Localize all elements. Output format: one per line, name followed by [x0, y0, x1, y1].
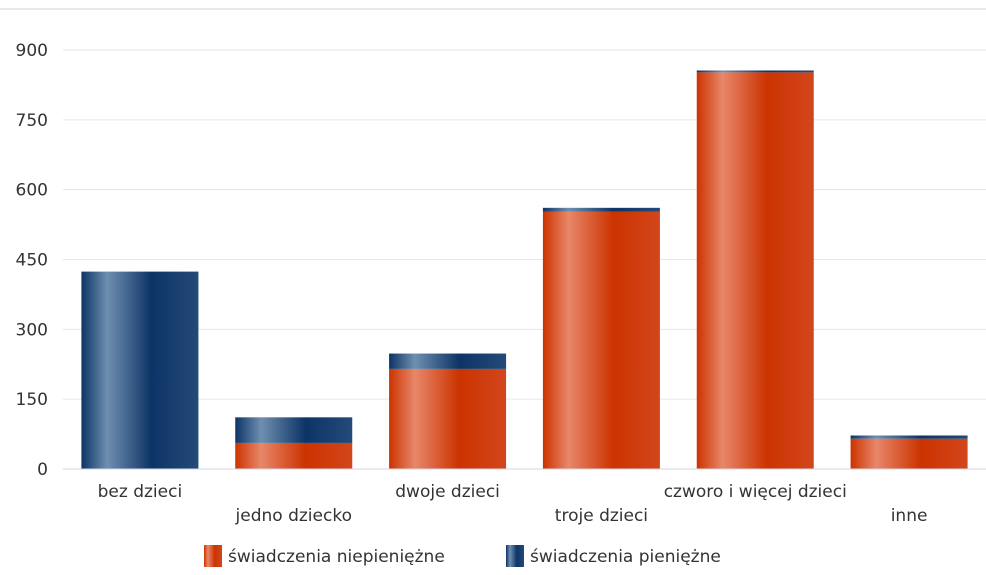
legend-label: świadczenia pieniężne: [530, 547, 721, 567]
bars: [81, 70, 968, 469]
y-tick-label: 150: [16, 390, 48, 410]
x-category-label: dwoje dzieci: [395, 482, 500, 502]
legend[interactable]: świadczenia niepieniężne świadczenia pien…: [204, 545, 721, 567]
x-category-label: czworo i więcej dzieci: [664, 482, 847, 502]
x-category-label: bez dzieci: [98, 482, 183, 502]
y-tick-label: 450: [16, 251, 48, 271]
bar-segment-niepieniezne[interactable]: [235, 442, 353, 469]
legend-item[interactable]: świadczenia niepieniężne: [204, 545, 445, 567]
legend-swatch: [506, 545, 524, 567]
bar-segment-niepieniezne[interactable]: [696, 72, 814, 469]
x-category-label: inne: [891, 506, 928, 526]
bar-segment-niepieniezne[interactable]: [389, 368, 507, 469]
y-tick-label: 300: [16, 320, 48, 340]
bar-segment-pieniezne[interactable]: [696, 70, 814, 73]
x-category-label: troje dzieci: [555, 506, 648, 526]
y-tick-label: 900: [16, 41, 48, 61]
bar-segment-niepieniezne[interactable]: [542, 211, 660, 469]
bar-segment-pieniezne[interactable]: [81, 271, 199, 469]
bar-segment-pieniezne[interactable]: [542, 207, 660, 212]
legend-label: świadczenia niepieniężne: [228, 547, 445, 567]
x-axis-labels: bez dzieci jedno dziecko dwoje dzieci troje…: [98, 482, 928, 526]
bar-segment-pieniezne[interactable]: [850, 435, 968, 439]
bar-segment-pieniezne[interactable]: [389, 353, 507, 369]
bar-segment-niepieniezne[interactable]: [850, 438, 968, 469]
y-tick-label: 600: [16, 181, 48, 201]
grid-lines: [63, 49, 986, 400]
legend-swatch: [204, 545, 222, 567]
y-axis-ticks: 0 150 300 450 600 750 900: [16, 41, 48, 480]
legend-item[interactable]: świadczenia pieniężne: [506, 545, 721, 567]
bar-segment-pieniezne[interactable]: [235, 417, 353, 443]
x-category-label: jedno dziecko: [235, 506, 352, 526]
y-tick-label: 0: [37, 460, 48, 480]
y-tick-label: 750: [16, 111, 48, 131]
